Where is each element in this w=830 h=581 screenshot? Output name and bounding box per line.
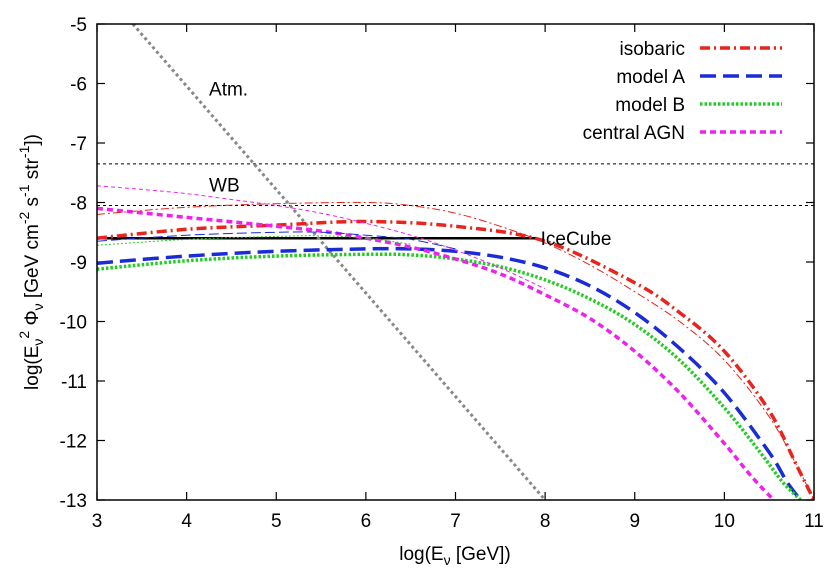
x-tick-label: 7 [450, 511, 461, 532]
series-line-isobaric-thin- [97, 201, 814, 500]
y-axis-label: log(Eν2 Φν [GeV cm-2 s-1 str-1]) [16, 134, 46, 390]
series-line-model-a-thin- [97, 231, 456, 250]
series-line-central-agn [97, 206, 775, 500]
annotation-atm-: Atm. [209, 79, 248, 100]
legend-label-model-a: model A [616, 67, 685, 88]
x-tick-label: 6 [361, 511, 372, 532]
x-tick-label: 9 [629, 511, 640, 532]
legend-label-isobaric: isobaric [620, 39, 685, 60]
x-tick-label: 11 [804, 511, 824, 532]
legend-label-model-b: model B [615, 95, 685, 116]
reference-lines [97, 24, 814, 500]
y-tick-label: -7 [70, 134, 87, 155]
x-tick-labels: 3 4 5 6 7 8 9 10 11 [92, 24, 824, 532]
annotation-wb: WB [209, 176, 240, 197]
y-tick-label: -9 [70, 253, 87, 274]
series-line-central-agn-thin- [97, 185, 546, 290]
series-line-model-a [97, 246, 802, 500]
y-tick-label: -11 [61, 372, 87, 393]
y-tick-label: -5 [70, 15, 87, 36]
annotations: Atm. WB IceCube [209, 79, 611, 250]
y-tick-label: -10 [60, 313, 87, 334]
series-lines [97, 185, 814, 500]
reference-line-atm- [131, 24, 547, 500]
y-tick-label: -13 [60, 491, 87, 512]
plot-frame [96, 23, 815, 501]
series-line-isobaric [97, 219, 814, 500]
x-tick-label: 5 [271, 511, 282, 532]
y-tick-label: -6 [70, 75, 87, 96]
x-tick-label: 8 [540, 511, 551, 532]
x-tick-label: 10 [714, 511, 735, 532]
series-line-model-b-thin- [97, 235, 411, 246]
series-line-model-b [97, 252, 802, 500]
x-tick-label: 3 [92, 511, 103, 532]
y-tick-label: -12 [60, 432, 87, 453]
x-axis-label: log(Eν [GeV]) [399, 544, 511, 568]
annotation-icecube: IceCube [541, 229, 612, 250]
y-tick-labels: -5 -6 -7 -8 -9 -10 -11 -12 -13 [60, 15, 814, 512]
legend: isobaric model A model B central AGN [583, 39, 782, 144]
legend-label-central-agn: central AGN [583, 123, 685, 144]
x-tick-label: 4 [181, 511, 192, 532]
y-tick-label: -8 [70, 194, 87, 215]
